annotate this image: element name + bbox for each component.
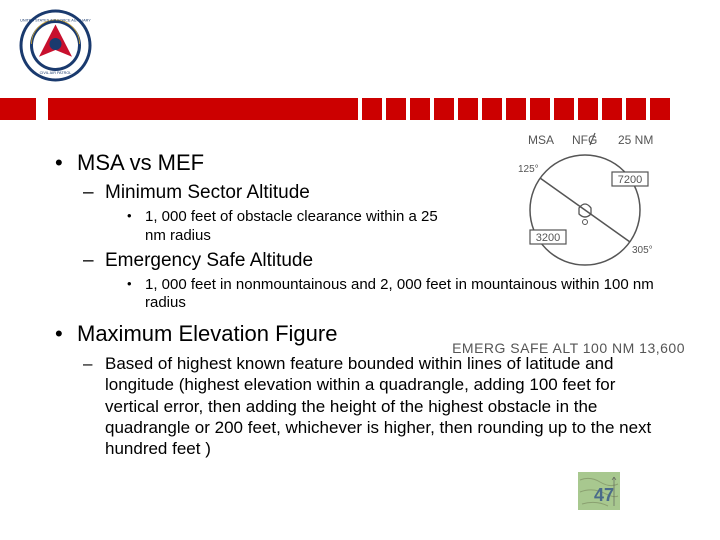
bullet-emerg-safe-alt: Emergency Safe Altitude: [83, 250, 675, 272]
bullet-min-sector-alt: Minimum Sector Altitude: [83, 182, 675, 204]
slide-header: UNITED STATES AIR FORCE AUXILIARY CIVIL …: [0, 0, 720, 130]
slide-number: 47: [594, 485, 614, 506]
bullet-emerg-desc: 1, 000 feet in nonmountainous and 2, 000…: [127, 276, 675, 314]
bullet-mef-desc: Based of highest known feature bounded w…: [83, 353, 663, 459]
bullet-obstacle-clearance: 1, 000 feet of obstacle clearance within…: [127, 208, 457, 246]
cap-logo: UNITED STATES AIR FORCE AUXILIARY CIVIL …: [18, 8, 93, 83]
slide-content: MSA vs MEF Minimum Sector Altitude 1, 00…: [55, 150, 675, 463]
svg-text:CIVIL AIR PATROL: CIVIL AIR PATROL: [40, 71, 72, 75]
red-divider-band: [0, 98, 720, 120]
radius-label: 25 NM: [618, 133, 653, 147]
emerg-safe-alt-text: EMERG SAFE ALT 100 NM 13,600: [452, 340, 685, 356]
svg-text:UNITED STATES AIR FORCE AUXILI: UNITED STATES AIR FORCE AUXILIARY: [20, 19, 91, 23]
bullet-msa-vs-mef: MSA vs MEF: [55, 150, 675, 176]
msa-label: MSA: [528, 133, 554, 147]
